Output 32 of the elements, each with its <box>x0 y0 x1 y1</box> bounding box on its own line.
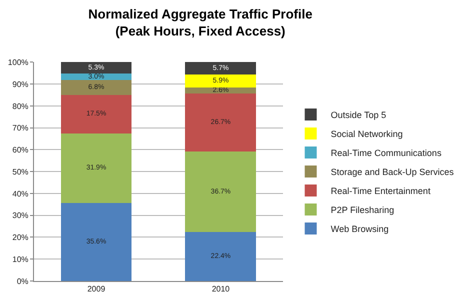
legend-label: Real-Time Entertainment <box>330 186 431 196</box>
bar <box>60 203 132 281</box>
legend-label: Real-Time Communications <box>330 148 442 158</box>
bar <box>60 133 132 204</box>
y-tick-label: 70% <box>12 124 28 133</box>
chart-title: Normalized Aggregate Traffic Profile (Peak Hours, Fixed Access) <box>88 6 312 38</box>
bar <box>60 62 132 74</box>
y-tick-label: 60% <box>12 146 28 155</box>
x-tick-label: 2009 <box>87 284 106 294</box>
legend-label: Storage and Back-Up Services <box>330 167 454 178</box>
y-tick-label: 30% <box>12 211 28 220</box>
bar <box>60 95 132 134</box>
y-tick-label: 0% <box>16 276 28 286</box>
y-tick-label: 90% <box>12 80 28 89</box>
legend-label: Social Networking <box>330 129 403 140</box>
y-tick-label: 100% <box>8 58 28 68</box>
legend-label: Web Browsing <box>330 224 389 234</box>
legend-label: P2P Filesharing <box>330 205 394 216</box>
y-tick-label: 20% <box>12 233 28 242</box>
bar <box>185 152 256 232</box>
y-tick-label: 40% <box>12 189 28 198</box>
y-tick-label: 50% <box>12 167 28 176</box>
bar <box>185 62 256 75</box>
bar <box>185 93 256 152</box>
x-tick-label: 2010 <box>212 284 230 294</box>
legend-label: Outside Top 5 <box>330 110 386 120</box>
y-tick-label: 10% <box>12 254 28 264</box>
bar <box>60 80 132 96</box>
y-tick-label: 80% <box>12 102 28 111</box>
bar <box>185 74 256 88</box>
bar <box>185 88 256 94</box>
bar <box>185 232 256 281</box>
